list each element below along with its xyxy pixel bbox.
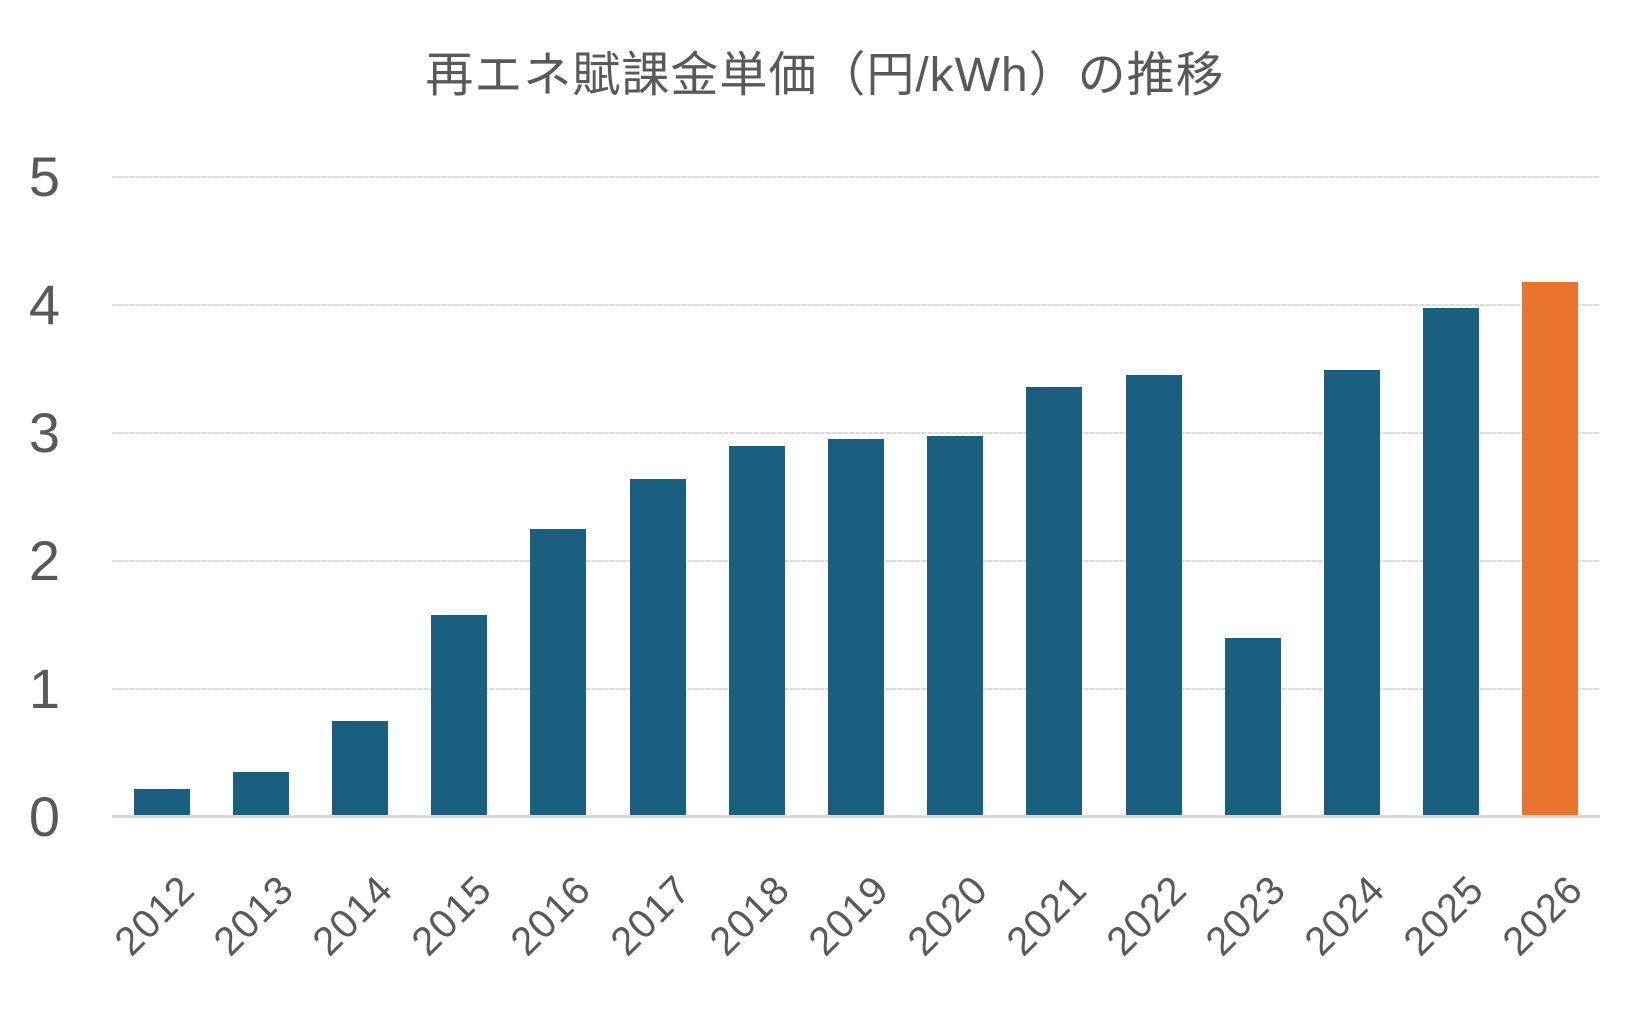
bar-slot-2021 [1005, 177, 1104, 817]
bar-slot-2024 [1302, 177, 1401, 817]
x-axis-label-text: 2025 [1395, 867, 1493, 965]
bar-slot-2012 [112, 177, 211, 817]
bar-slot-2014 [310, 177, 409, 817]
bar-slot-2015 [410, 177, 509, 817]
bar-slot-2017 [608, 177, 707, 817]
x-axis-label-text: 2021 [998, 867, 1096, 965]
bar-2013 [232, 772, 289, 817]
x-axis-label-text: 2022 [1098, 867, 1195, 965]
bar-2012 [133, 788, 190, 817]
x-axis-label-text: 2013 [205, 867, 303, 965]
y-axis-label-2: 2 [28, 529, 60, 592]
gridline-5 [112, 176, 1600, 178]
x-axis-label-text: 2023 [1197, 867, 1295, 965]
bar-2025 [1423, 307, 1480, 817]
chart-title: 再エネ賦課金単価（円/kWh）の推移 [425, 49, 1225, 102]
bar-2026 [1522, 281, 1579, 817]
bar-2022 [1125, 375, 1182, 817]
bar-slot-2018 [707, 177, 806, 817]
x-axis-label-text: 2015 [403, 867, 501, 965]
x-axis-label-text: 2014 [304, 867, 402, 965]
x-axis-label-text: 2019 [800, 867, 898, 965]
y-axis-label-5: 5 [28, 145, 60, 208]
bar-slot-2022 [1104, 177, 1203, 817]
plot-area [112, 176, 1600, 818]
bar-slot-2023 [1203, 177, 1302, 817]
bar-2020 [927, 435, 984, 817]
y-axis-label-0: 0 [28, 785, 60, 848]
x-axis-label-text: 2017 [602, 867, 699, 965]
x-axis-label-text: 2024 [1296, 867, 1394, 965]
bar-slot-2026 [1501, 177, 1600, 817]
x-axis-label-text: 2018 [701, 867, 799, 965]
bar-2018 [728, 445, 785, 817]
gridline-3 [112, 432, 1600, 434]
bar-2023 [1224, 637, 1281, 817]
x-axis-label-text: 2020 [899, 867, 997, 965]
bar-2016 [530, 529, 587, 817]
bar-slot-2020 [906, 177, 1005, 817]
x-axis-label-text: 2026 [1494, 867, 1592, 965]
bar-slot-2019 [806, 177, 905, 817]
y-axis-label-4: 4 [28, 273, 60, 336]
bar-2017 [629, 479, 686, 817]
bar-2015 [431, 614, 488, 817]
bar-slot-2025 [1402, 177, 1501, 817]
x-axis-label-text: 2016 [502, 867, 600, 965]
bars-group [112, 177, 1600, 817]
y-axis-label-3: 3 [28, 401, 60, 464]
bar-slot-2013 [211, 177, 310, 817]
gridline-4 [112, 304, 1600, 306]
bar-2014 [332, 721, 388, 817]
bar-2024 [1324, 370, 1381, 817]
x-axis-line [112, 815, 1600, 818]
bar-2019 [828, 439, 885, 817]
bar-slot-2016 [509, 177, 608, 817]
x-axis-label-text: 2012 [106, 867, 203, 965]
y-axis-label-1: 1 [28, 657, 60, 720]
bar-2021 [1026, 386, 1083, 817]
